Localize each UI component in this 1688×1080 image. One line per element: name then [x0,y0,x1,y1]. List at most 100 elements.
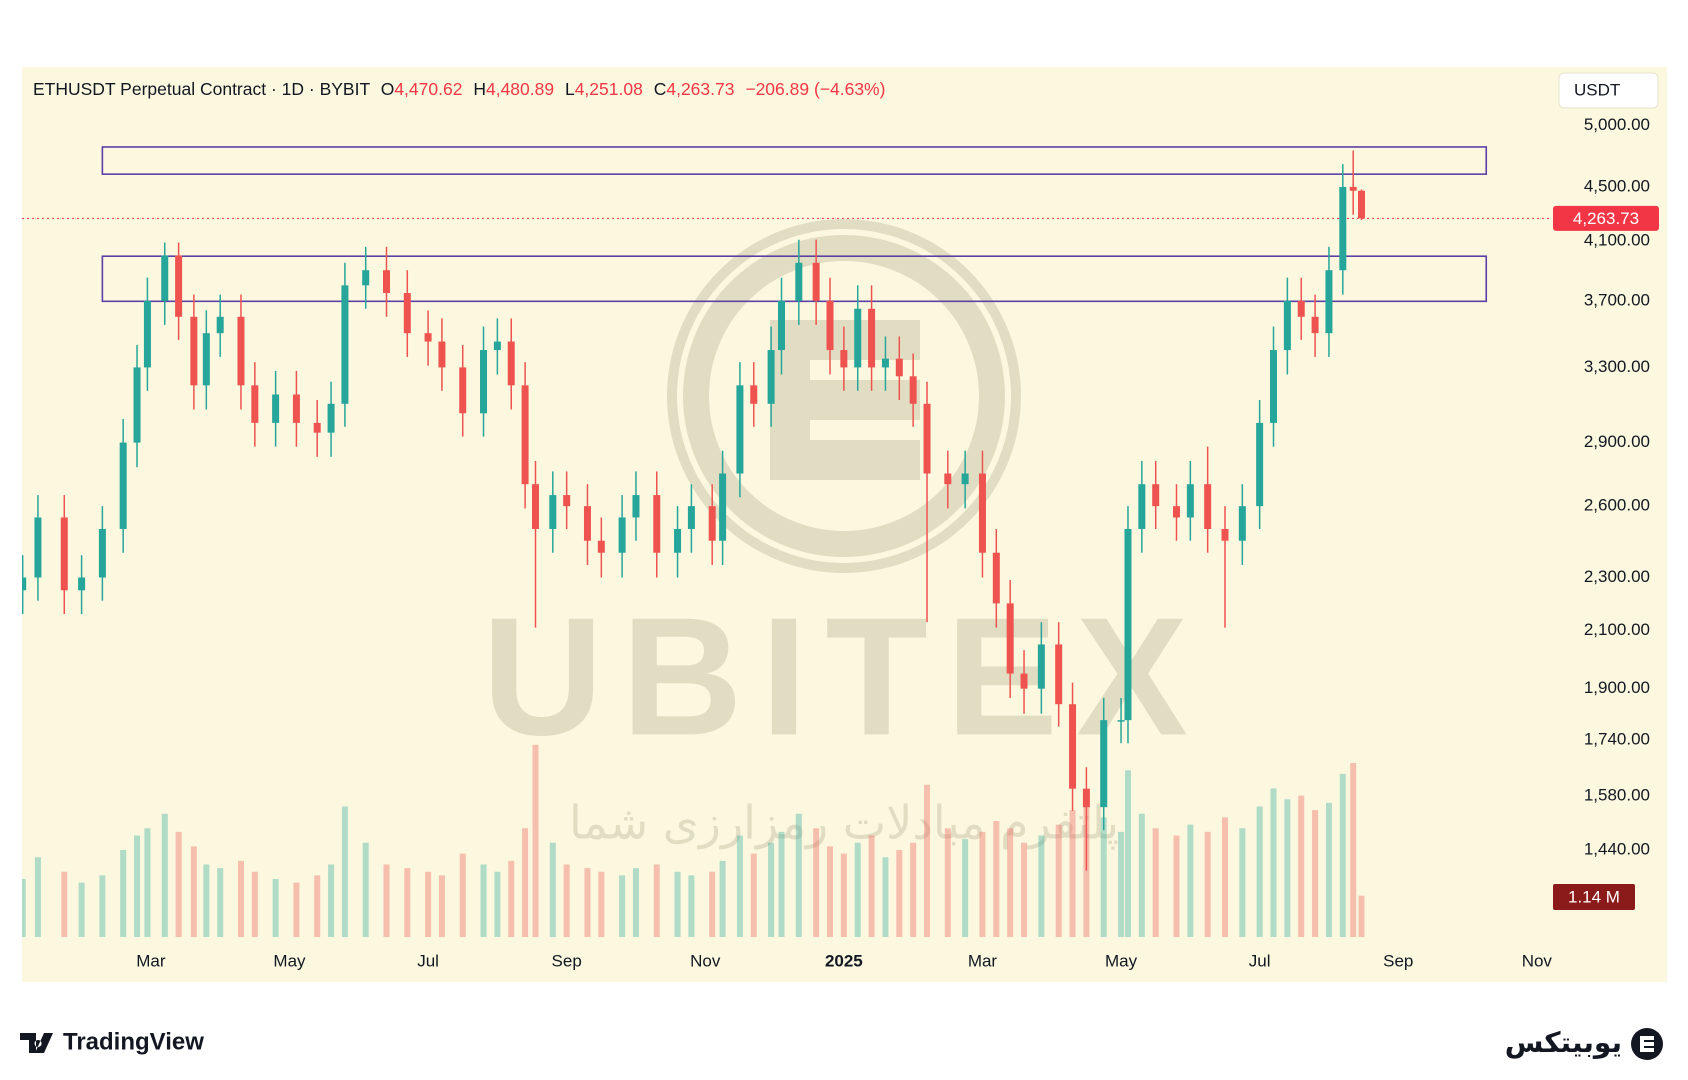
candle-body [1006,603,1014,674]
x-tick-label: Jul [417,951,439,970]
y-tick-label: 2,900.00 [1584,432,1650,451]
candle-body [1349,186,1357,191]
volume-bar [362,842,369,937]
open-value: 4,470.62 [394,79,462,99]
volume-bar [1118,831,1125,937]
volume-bar [619,875,626,937]
candle-body [480,350,488,414]
volume-bar [1069,810,1076,937]
tradingview-logo: TradingView [20,1028,204,1055]
tv-icon [20,1033,53,1053]
currency-label[interactable]: USDT [1574,80,1620,99]
candle-body [1020,673,1028,689]
candle-body [777,300,785,351]
volume-bar [813,828,820,937]
y-tick-label: 4,100.00 [1584,231,1650,250]
y-tick-label: 2,100.00 [1584,620,1650,639]
volume-bar [190,846,197,937]
low-tag: L [565,79,575,99]
candle-body [272,394,280,423]
x-tick-label: Mar [136,951,166,970]
candle-body [1256,422,1264,507]
volume-bar [522,828,529,937]
close-tag: C [654,79,667,99]
volume-bar [61,871,68,937]
candle-body [881,358,889,368]
candle-body [327,403,335,433]
currency-button[interactable] [1558,72,1659,109]
candle-body [1082,788,1090,808]
volume-bar [736,835,743,937]
open-tag: O [381,79,395,99]
volume-bar [584,868,591,937]
candle-body [60,517,68,591]
symbol: ETHUSDT Perpetual Contract · 1D · BYBIT [33,79,370,99]
candle-body [1270,350,1278,423]
candle-body [403,293,411,334]
volume-bar [563,864,570,937]
candle-body [143,300,151,368]
volume-bar [719,860,726,937]
candle-body [1117,720,1125,722]
candle-body [708,506,716,541]
candle-body [1037,644,1045,689]
candle-body [190,316,198,386]
volume-bar [768,842,775,937]
candle-body [1204,484,1212,529]
candle-body [1152,484,1160,507]
volume-bar [161,813,168,937]
y-tick-label: 3,700.00 [1584,290,1650,309]
volume-bar [1187,824,1194,937]
y-tick-label: 1,900.00 [1584,678,1650,697]
volume-bar [1021,842,1028,937]
y-tick-label: 3,300.00 [1584,357,1650,376]
volume-bar [750,853,757,937]
candle-body [1238,506,1246,541]
volume-bar [383,864,390,937]
candle-body [1124,528,1132,721]
volume-bar [1325,802,1332,937]
candle-body [909,376,917,404]
candle-body [1069,704,1077,789]
volume-bar [1284,799,1291,937]
volume-label-box [1553,884,1635,910]
y-tick-label: 1,440.00 [1584,839,1650,858]
candle-body [563,495,571,507]
x-tick-label: Sep [552,951,582,970]
volume-bar [1339,773,1346,937]
volume-bar [653,864,660,937]
candle-body [1055,644,1063,705]
watermark-brand: UBITEX [482,582,1206,770]
volume-bar [314,875,321,937]
candle-body [549,495,557,529]
volume-bar [217,868,224,937]
candle-body [34,517,42,578]
volume-bar [438,875,445,937]
volume-bar [827,846,834,937]
candle-body [216,316,224,334]
candle-body [237,316,245,386]
x-tick-label: Mar [968,951,998,970]
volume-bar [144,828,151,937]
x-tick-label: 2025 [825,951,863,970]
close-value: 4,263.73 [666,79,734,99]
volume-bar [1256,806,1263,937]
x-tick-label: Nov [690,951,721,970]
candle-body [1100,720,1108,808]
candle-body [826,300,834,351]
volume-bar [272,879,279,937]
axes: 5,000.00 4,500.00 4,100.00 3,700.00 3,300.00… [136,115,1659,970]
volume-bar [1350,763,1357,937]
candle-body [1339,186,1347,271]
volume-bar [868,835,875,937]
candle-body [653,495,661,553]
volume-bar [328,864,335,937]
candle-body [583,506,591,541]
volume-bar [910,842,917,937]
x-tick-label: Nov [1522,951,1553,970]
candle-body [674,528,682,553]
volume-bar [709,871,716,937]
high-value: 4,480.89 [486,79,554,99]
candle-body [795,262,803,301]
